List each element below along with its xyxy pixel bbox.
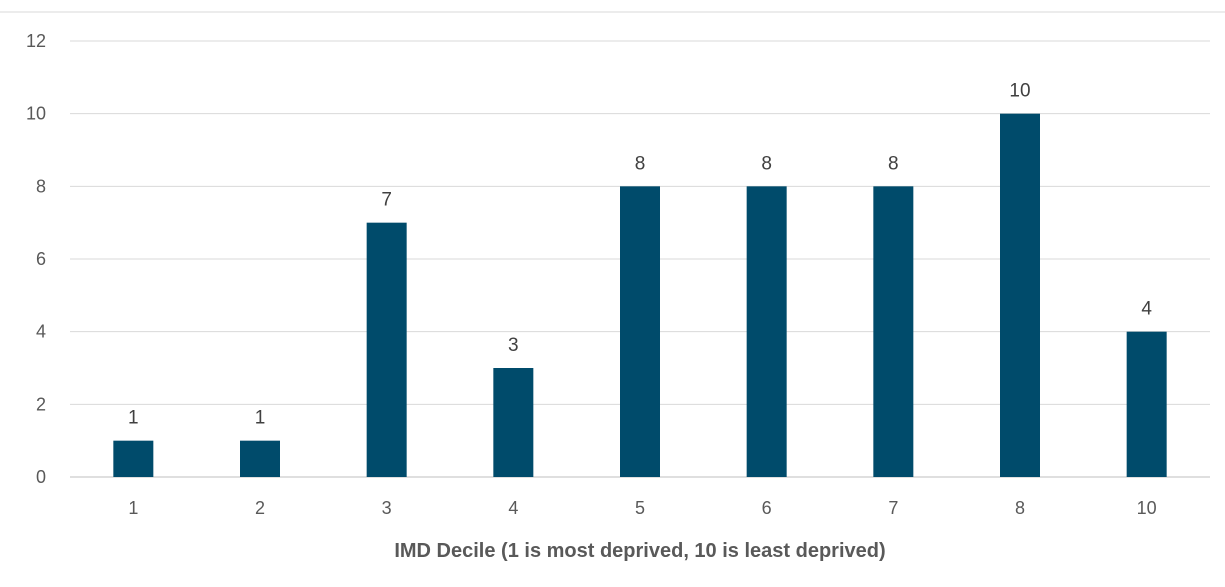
y-tick-label: 2 (36, 394, 46, 414)
bar (240, 440, 280, 477)
x-tick-label: 10 (1137, 498, 1157, 518)
x-tick-label: 8 (1015, 498, 1025, 518)
bar (873, 186, 914, 478)
data-label: 8 (761, 153, 772, 174)
data-label: 10 (1009, 81, 1030, 102)
bar (1000, 113, 1040, 478)
y-tick-label: 10 (26, 104, 46, 124)
x-tick-label: 7 (888, 498, 898, 518)
y-tick-label: 0 (36, 467, 46, 487)
y-tick-label: 12 (26, 31, 46, 51)
bar (493, 368, 534, 477)
bar (746, 186, 787, 478)
y-tick-label: 8 (36, 176, 46, 196)
bar (113, 440, 154, 477)
y-tick-label: 4 (36, 322, 46, 342)
x-tick-label: 4 (508, 498, 518, 518)
x-tick-label: 1 (128, 498, 138, 518)
x-axis-ticks: 1 2 3 4 5 6 7 8 10 (128, 498, 1156, 518)
data-label: 4 (1141, 299, 1152, 320)
data-label: 3 (508, 335, 519, 356)
data-label: 1 (255, 408, 266, 429)
data-label: 1 (128, 408, 139, 429)
x-tick-label: 6 (762, 498, 772, 518)
bar (1126, 331, 1167, 477)
x-tick-label: 2 (255, 498, 265, 518)
data-label: 7 (381, 190, 392, 211)
bars (113, 113, 1167, 478)
x-tick-label: 5 (635, 498, 645, 518)
y-axis-ticks: 0 2 4 6 8 10 12 (26, 31, 46, 487)
bar (620, 186, 660, 478)
data-label: 8 (888, 153, 899, 174)
x-axis-title: IMD Decile (1 is most deprived, 10 is le… (394, 540, 885, 562)
data-label: 8 (635, 153, 646, 174)
bar (366, 222, 407, 477)
y-tick-label: 6 (36, 249, 46, 269)
x-tick-label: 3 (382, 498, 392, 518)
